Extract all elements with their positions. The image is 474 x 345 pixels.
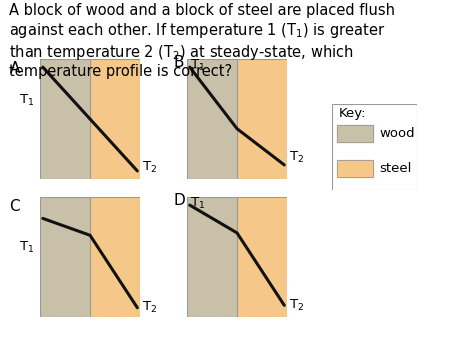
Text: B: B	[173, 55, 183, 70]
Bar	[40, 59, 90, 179]
Bar	[337, 159, 373, 177]
Text: T$_1$: T$_1$	[190, 196, 205, 211]
Text: T$_2$: T$_2$	[289, 150, 304, 165]
Bar	[187, 59, 237, 179]
Bar	[337, 125, 373, 142]
Bar	[90, 59, 140, 179]
Bar	[337, 125, 373, 142]
Bar	[237, 59, 287, 179]
Text: C: C	[9, 199, 20, 214]
Bar	[337, 159, 373, 177]
Text: steel: steel	[380, 162, 412, 175]
Text: T$_2$: T$_2$	[142, 160, 157, 175]
Bar	[187, 197, 237, 317]
Text: T$_2$: T$_2$	[142, 300, 157, 315]
Bar	[40, 197, 90, 317]
Text: T$_1$: T$_1$	[190, 58, 205, 73]
Text: A: A	[9, 61, 20, 76]
Text: T$_1$: T$_1$	[19, 93, 34, 108]
Text: Key:: Key:	[338, 107, 366, 120]
Text: D: D	[173, 193, 185, 208]
Bar	[90, 197, 140, 317]
Text: A block of wood and a block of steel are placed flush
against each other. If tem: A block of wood and a block of steel are…	[9, 3, 395, 79]
Text: T$_2$: T$_2$	[289, 298, 304, 313]
Text: wood: wood	[380, 127, 415, 140]
Text: T$_1$: T$_1$	[19, 240, 34, 255]
Bar	[237, 197, 287, 317]
